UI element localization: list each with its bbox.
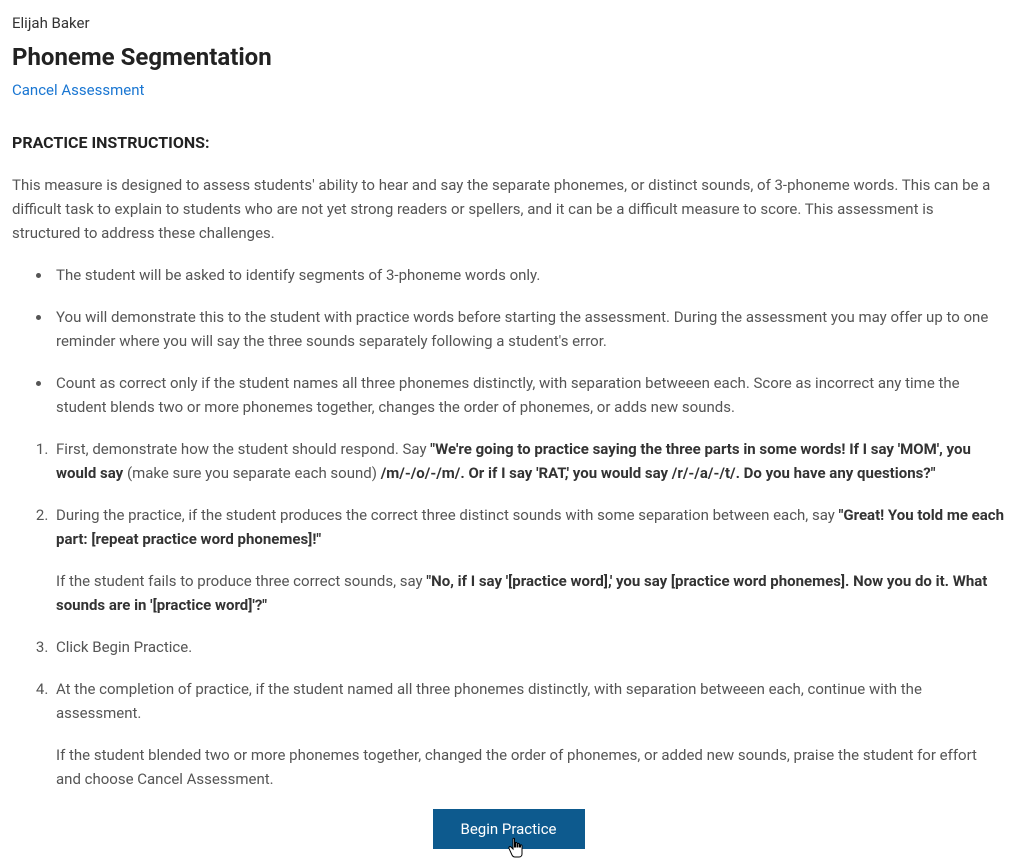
step-4-main: At the completion of practice, if the st…	[56, 680, 922, 722]
step-4-sub: If the student blended two or more phone…	[56, 743, 1005, 791]
intro-paragraph: This measure is designed to assess stude…	[12, 173, 1005, 245]
instructions-heading: PRACTICE INSTRUCTIONS:	[12, 131, 1005, 155]
cancel-assessment-link[interactable]: Cancel Assessment	[12, 79, 144, 102]
step-item-1: First, demonstrate how the student shoul…	[52, 437, 1005, 485]
student-name: Elijah Baker	[12, 12, 1005, 35]
button-row: Begin Practice	[12, 809, 1005, 849]
page-title: Phoneme Segmentation	[12, 39, 1005, 75]
step-1-mid: (make sure you separate each sound)	[127, 464, 381, 482]
step-1-pre: First, demonstrate how the student shoul…	[56, 440, 430, 458]
bullet-item: You will demonstrate this to the student…	[52, 305, 1005, 353]
bullet-item: The student will be asked to identify se…	[52, 263, 1005, 287]
step-2-pre: During the practice, if the student prod…	[56, 506, 839, 524]
step-2-sub-pre: If the student fails to produce three co…	[56, 572, 426, 590]
step-item-4: At the completion of practice, if the st…	[52, 677, 1005, 791]
step-item-2: During the practice, if the student prod…	[52, 503, 1005, 617]
step-1-bold2: /m/-/o/-/m/. Or if I say 'RAT,' you woul…	[381, 464, 936, 482]
step-list: First, demonstrate how the student shoul…	[12, 437, 1005, 791]
begin-practice-button[interactable]: Begin Practice	[433, 809, 585, 849]
bullet-item: Count as correct only if the student nam…	[52, 371, 1005, 419]
step-item-3: Click Begin Practice.	[52, 635, 1005, 659]
bullet-list: The student will be asked to identify se…	[12, 263, 1005, 419]
